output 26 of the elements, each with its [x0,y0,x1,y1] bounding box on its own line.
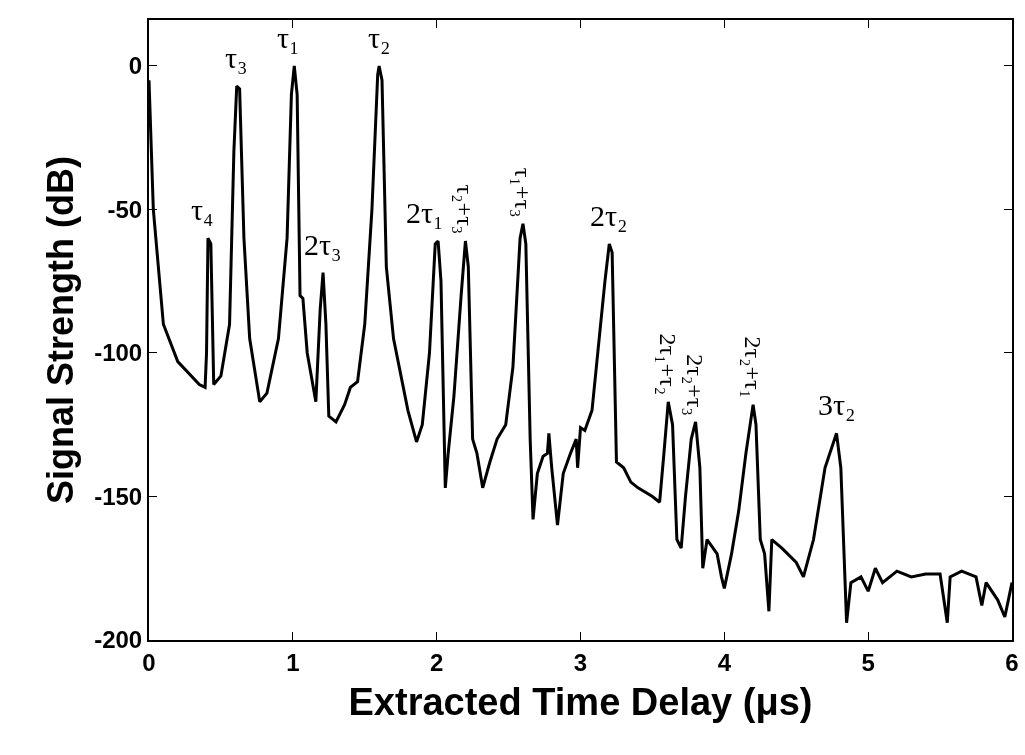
y-axis-title: Signal Strength (dB) [39,156,81,504]
annotation: τ₃ [225,41,248,74]
annotation: τ₂ [368,21,391,54]
annotation: τ₄ [191,193,214,226]
y-tick-label: -200 [94,626,143,654]
y-tick-label: -50 [107,195,143,223]
annotation: τ₁+τ₃ [509,167,536,218]
y-tick-label: 0 [128,52,143,80]
x-tick-label: 3 [573,648,588,676]
x-tick-label: 5 [861,648,875,676]
annotation: τ₂+τ₃ [452,184,479,235]
annotation: 2τ₁+τ₂ [655,333,681,396]
annotation: 2τ₃ [304,228,342,261]
x-tick-label: 6 [1005,648,1019,676]
annotation: 2τ₂+τ₃ [682,354,709,416]
x-axis-title: Extracted Time Delay (μs) [348,681,813,724]
annotation: 3τ₂ [818,388,856,421]
x-tick-label: 4 [717,648,732,676]
annotation: 2τ₂ [590,199,628,232]
y-tick-label: -100 [94,339,143,367]
annotation: 2τ₂+τ₁ [739,336,766,399]
y-tick-label: -150 [94,482,143,510]
x-tick-label: 1 [286,648,300,676]
annotation: τ₁ [277,21,300,54]
annotation: 2τ₁ [406,196,444,229]
x-tick-label: 2 [429,648,444,676]
